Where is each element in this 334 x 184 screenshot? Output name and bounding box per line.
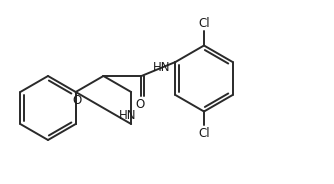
Text: HN: HN	[118, 109, 136, 123]
Text: O: O	[136, 98, 145, 112]
Text: HN: HN	[153, 61, 170, 75]
Text: Cl: Cl	[198, 17, 210, 30]
Text: O: O	[72, 95, 81, 107]
Text: Cl: Cl	[198, 127, 210, 140]
